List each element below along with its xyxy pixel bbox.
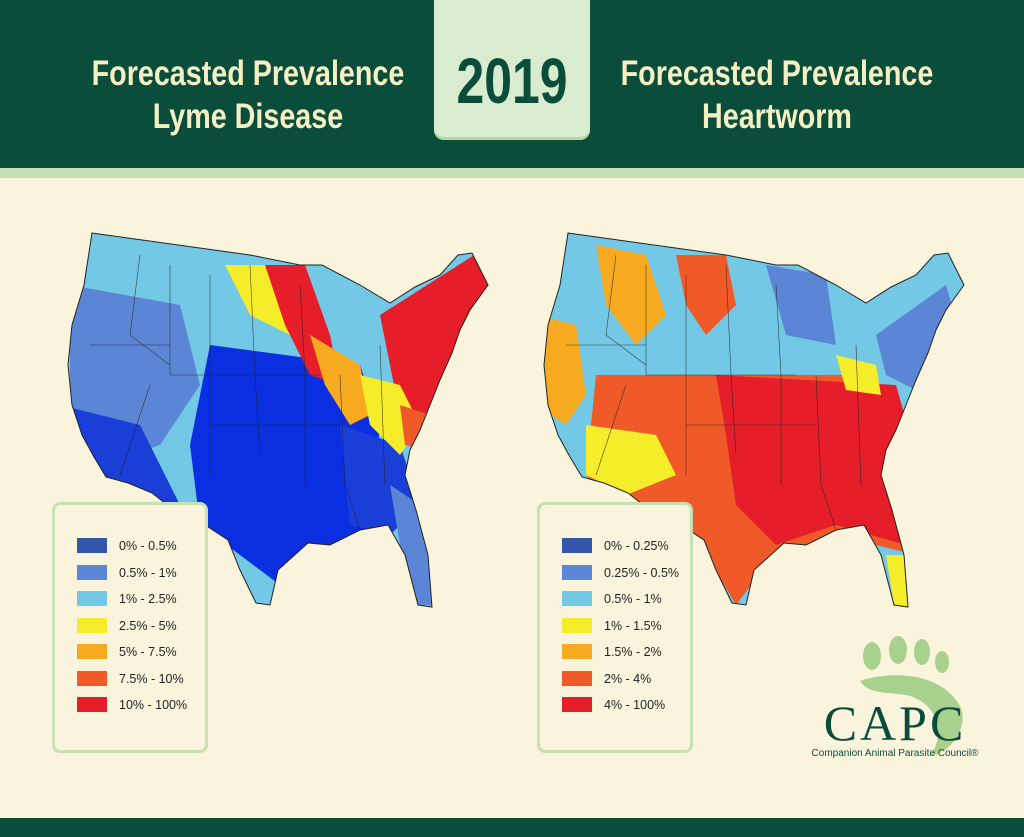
lyme-legend: 0% - 0.5% 0.5% - 1% 1% - 2.5% 2.5% - 5% 5% -… xyxy=(52,502,208,753)
lyme-title-line2: Lyme Disease xyxy=(152,97,344,136)
legend-label: 2.5% - 5% xyxy=(119,618,177,633)
legend-swatch xyxy=(562,591,592,606)
legend-label: 1% - 2.5% xyxy=(119,592,177,606)
legend-item: 1% - 2.5% xyxy=(77,590,207,608)
legend-swatch xyxy=(77,538,107,553)
legend-item: 5% - 7.5% xyxy=(77,643,207,661)
capc-logo-paw-icon xyxy=(860,636,963,756)
legend-label: 1.5% - 2% xyxy=(604,645,662,659)
legend-label: 5% - 7.5% xyxy=(119,645,177,659)
capc-logo-tagline: Companion Animal Parasite Council® xyxy=(811,748,979,759)
legend-item: 0.5% - 1% xyxy=(562,590,692,608)
legend-label: 0% - 0.5% xyxy=(119,539,177,553)
capc-logo-name: CAPC xyxy=(823,695,967,751)
legend-swatch xyxy=(77,697,107,712)
heartworm-map xyxy=(543,232,965,608)
header-stripe xyxy=(0,168,1024,178)
heartworm-title: Forecasted Prevalence Heartworm xyxy=(613,52,941,138)
legend-label: 0% - 0.25% xyxy=(604,539,669,553)
legend-item: 1% - 1.5% xyxy=(562,617,692,635)
legend-label: 0.5% - 1% xyxy=(119,565,177,580)
heartworm-title-line2: Heartworm xyxy=(702,97,852,136)
legend-item: 0.5% - 1% xyxy=(77,564,207,582)
legend-label: 4% - 100% xyxy=(604,698,666,712)
legend-swatch xyxy=(562,644,592,659)
year-box: 2019 xyxy=(434,0,590,140)
legend-item: 0.25% - 0.5% xyxy=(562,564,692,582)
year-label: 2019 xyxy=(456,45,568,117)
legend-label: 0.5% - 1% xyxy=(604,592,662,606)
legend-swatch xyxy=(562,617,592,633)
lyme-title-line1: Forecasted Prevalence xyxy=(91,54,405,93)
legend-swatch xyxy=(562,697,592,712)
legend-swatch xyxy=(562,670,592,686)
legend-swatch xyxy=(77,617,107,633)
legend-item: 0% - 0.25% xyxy=(562,537,692,555)
legend-item: 2.5% - 5% xyxy=(77,617,207,635)
legend-swatch xyxy=(562,564,592,580)
legend-label: 7.5% - 10% xyxy=(119,671,184,686)
legend-label: 10% - 100% xyxy=(119,698,188,712)
heartworm-title-line1: Forecasted Prevalence xyxy=(620,54,934,93)
legend-swatch xyxy=(77,644,107,659)
legend-label: 2% - 4% xyxy=(604,671,652,686)
legend-label: 0.25% - 0.5% xyxy=(604,565,680,580)
legend-item: 0% - 0.5% xyxy=(77,537,207,555)
legend-item: 2% - 4% xyxy=(562,670,692,688)
bottom-bar xyxy=(0,818,1024,837)
legend-swatch xyxy=(77,670,107,686)
legend-swatch xyxy=(562,538,592,553)
legend-label: 1% - 1.5% xyxy=(604,618,662,633)
heartworm-legend: 0% - 0.25% 0.25% - 0.5% 0.5% - 1% 1% - 1.5%… xyxy=(537,502,693,753)
lyme-disease-map xyxy=(67,232,489,608)
legend-item: 4% - 100% xyxy=(562,696,692,714)
legend-item: 7.5% - 10% xyxy=(77,670,207,688)
legend-swatch xyxy=(77,564,107,580)
legend-swatch xyxy=(77,591,107,606)
legend-item: 1.5% - 2% xyxy=(562,643,692,661)
lyme-title: Forecasted Prevalence Lyme Disease xyxy=(84,52,412,138)
legend-item: 10% - 100% xyxy=(77,696,207,714)
